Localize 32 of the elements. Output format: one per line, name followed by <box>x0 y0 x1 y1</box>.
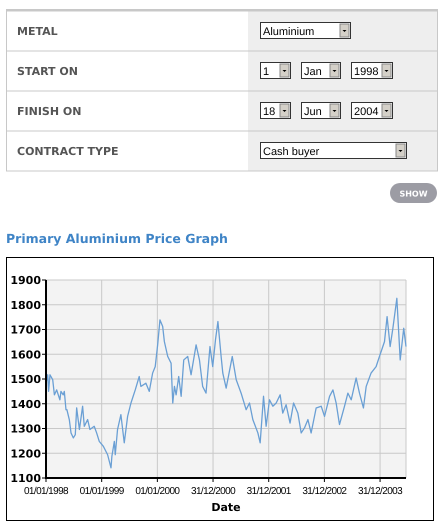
x-tick-label: 31/12/2001 <box>246 486 292 497</box>
x-tick-label: 31/12/2002 <box>302 486 348 497</box>
dropdown-field: 1998 <box>351 62 393 79</box>
y-tick-label: 1600 <box>10 348 42 362</box>
y-tick-label: 1300 <box>10 422 42 436</box>
y-tick-label: 1200 <box>10 447 42 460</box>
dropdown-field: Cash buyer <box>260 142 407 159</box>
y-tick-label: 1900 <box>10 274 42 287</box>
y-tick-label: 1800 <box>10 298 42 312</box>
text: START ON <box>17 65 78 78</box>
y-tick-label: 1400 <box>10 398 42 411</box>
dropdown-field: 18 <box>260 102 291 119</box>
dropdown-field: 1 <box>260 62 291 79</box>
x-axis-title: Date <box>211 501 241 514</box>
dropdown-field: Jun <box>301 102 341 119</box>
x-tick-label: 01/01/2000 <box>135 486 180 497</box>
dropdown-field: Aluminium <box>260 22 351 39</box>
x-tick-label: 01/01/1998 <box>24 486 70 497</box>
line-series <box>45 298 407 469</box>
y-tick-label: 1500 <box>10 373 42 386</box>
text: CONTRACT TYPE <box>17 145 119 158</box>
x-tick-label: 31/12/2003 <box>358 486 404 497</box>
y-tick-label: 1700 <box>10 324 42 336</box>
chart-title: Primary Aluminium Price Graph <box>6 231 228 246</box>
text: METAL <box>17 25 58 38</box>
y-tick-label: 1100 <box>10 472 42 485</box>
text: FINISH ON <box>17 105 82 118</box>
show-button: SHOW <box>390 183 437 203</box>
dropdown-field: 2004 <box>351 102 393 119</box>
x-tick-label: 01/01/1999 <box>80 486 125 497</box>
x-tick-label: 31/12/2000 <box>191 486 236 497</box>
dropdown-field: Jan <box>301 62 341 79</box>
